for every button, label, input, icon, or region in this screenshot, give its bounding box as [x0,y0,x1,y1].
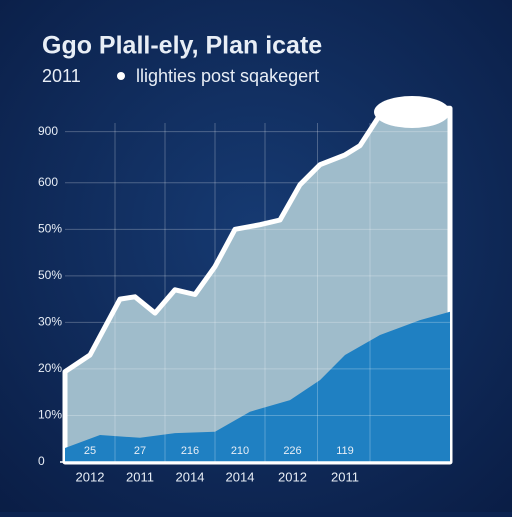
y-tick-label: 0 [38,454,45,468]
x-tick-label: 2011 [126,469,154,484]
area [65,311,450,462]
x-tick-label: 2012 [76,469,105,484]
bottom-label: 216 [181,445,199,457]
x-tick-label: 2014 [226,469,255,484]
y-tick-label: 20% [38,361,62,375]
x-tick-label: 2012 [278,469,307,484]
bottom-label: 119 [336,445,354,457]
bottom-label: 210 [231,445,249,457]
x-tick-label: 2011 [331,469,359,484]
y-tick-label: 10% [38,408,62,422]
x-tick-label: 2014 [176,469,205,484]
y-tick-label: 50% [38,268,62,282]
legend-marker [117,72,125,80]
bottom-label: 25 [84,445,96,457]
y-tick-label: 900 [38,124,58,138]
y-tick-label: 30% [38,315,62,329]
chart-title: Ggo Plall-ely, Plan icate [42,32,322,60]
highlight-blob [374,96,450,128]
y-tick-label: 600 [38,175,58,189]
legend-label: llighties post sqakegert [136,66,319,86]
y-tick-label: 50% [38,222,62,236]
bottom-label: 226 [283,445,301,457]
bottom-label: 27 [134,445,146,457]
chart-subtitle: 2011 [42,66,81,86]
